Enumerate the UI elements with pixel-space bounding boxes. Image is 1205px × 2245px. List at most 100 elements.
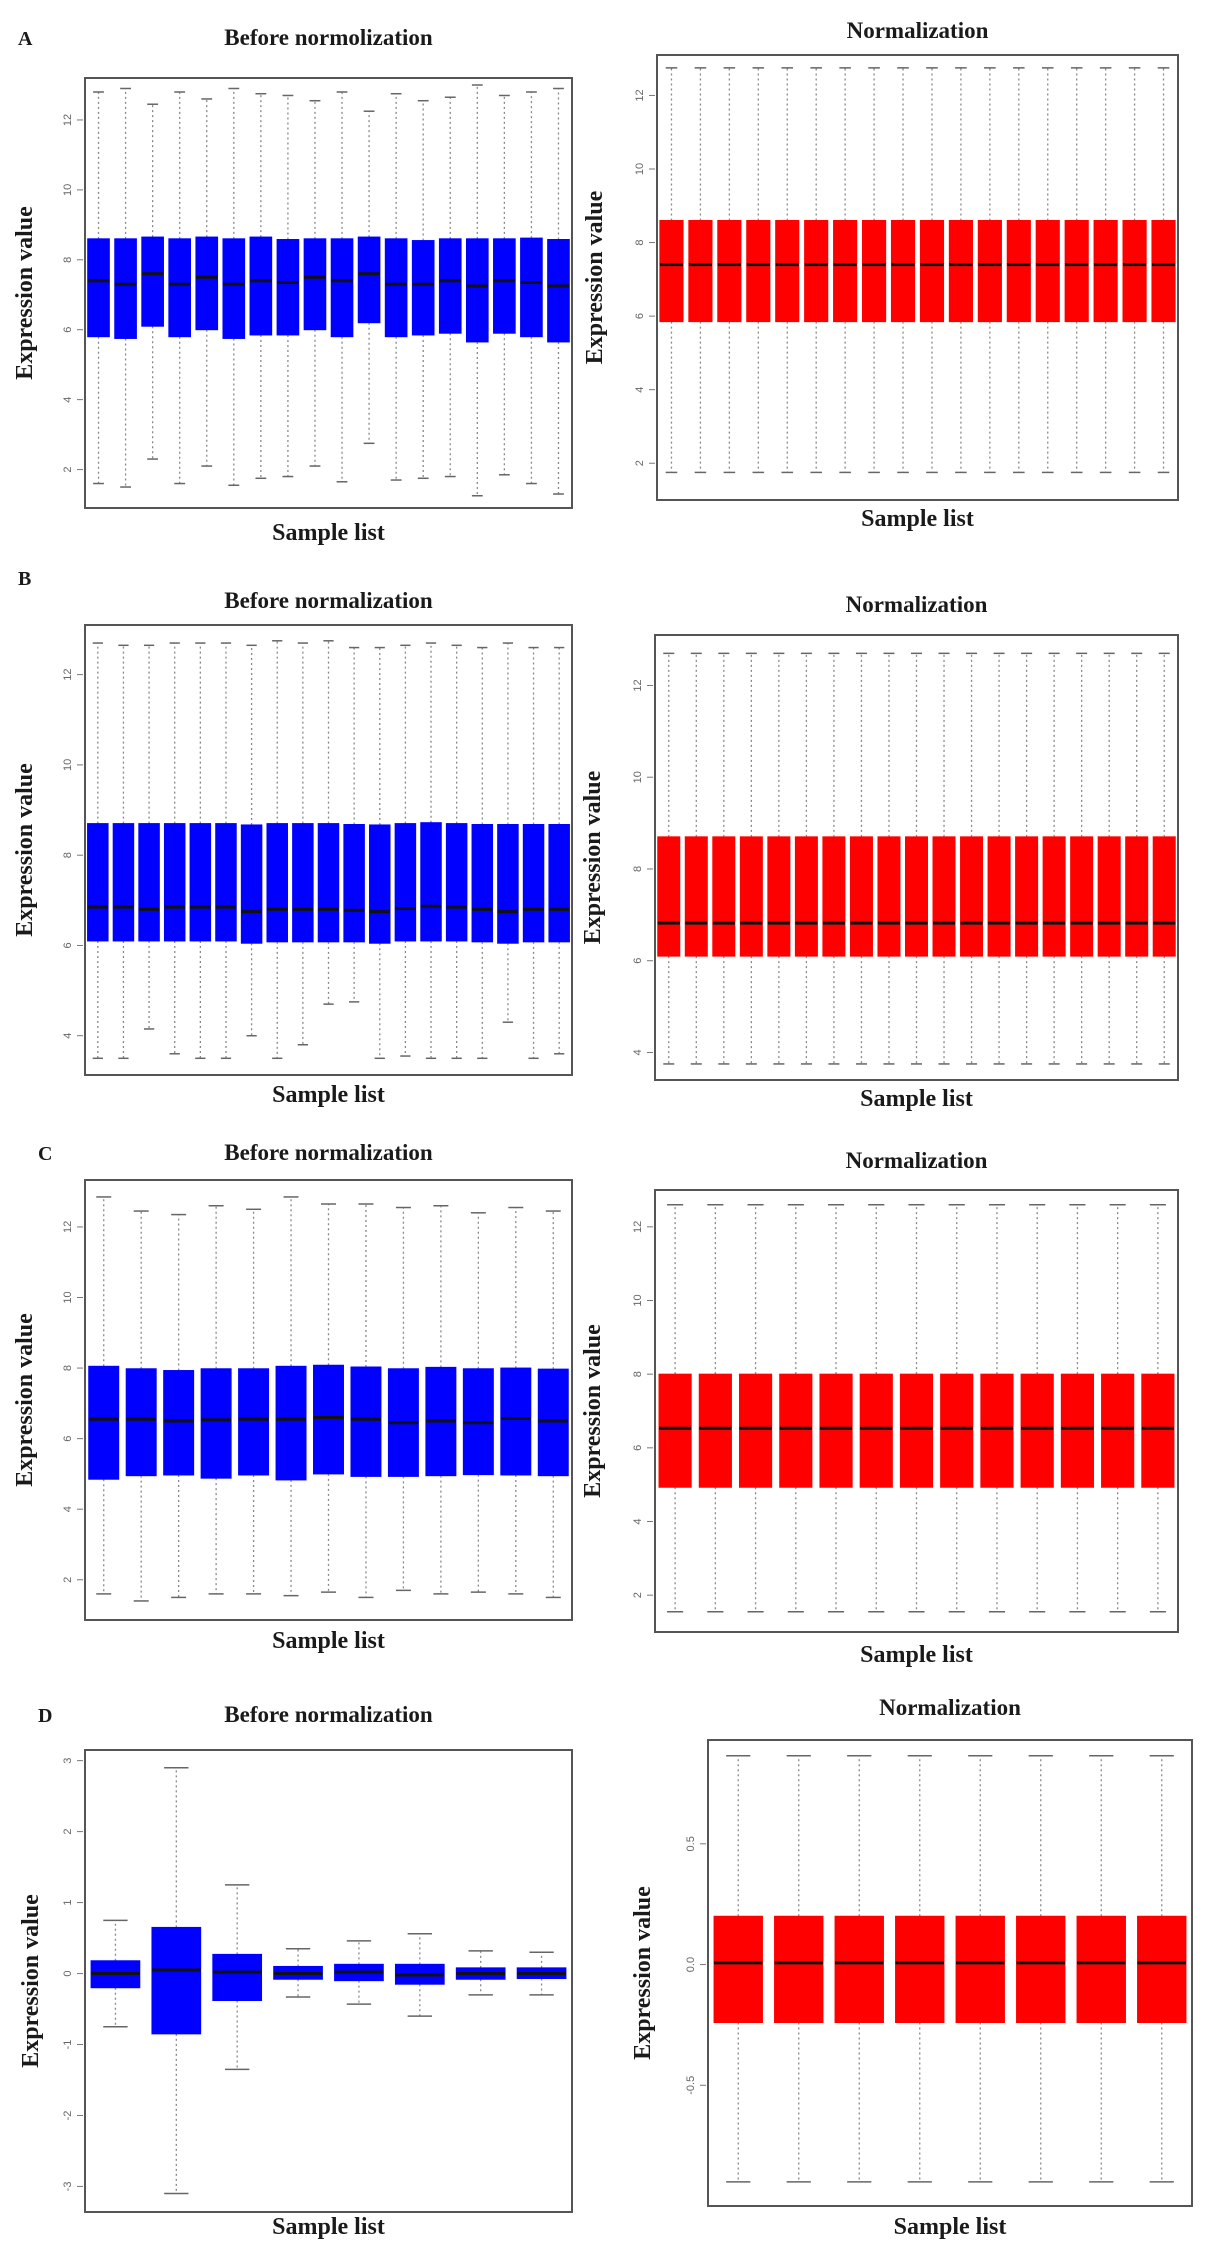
y-tick-label: 2 <box>62 1577 74 1583</box>
iqr-box <box>890 219 916 323</box>
box-plot-mark <box>465 84 489 497</box>
iqr-box <box>712 836 736 957</box>
iqr-box <box>948 219 973 323</box>
iqr-box <box>189 823 212 942</box>
iqr-box <box>833 219 858 323</box>
box-plot-mark <box>394 1933 445 2017</box>
box-plot-mark <box>548 646 570 1055</box>
box-plot-mark <box>1122 67 1147 474</box>
box-plot-mark <box>794 652 818 1065</box>
chart-title: Normalization <box>846 1148 988 1173</box>
box-plot-mark <box>350 1203 382 1599</box>
y-tick-label: 10 <box>632 1294 644 1306</box>
box-plot-mark <box>712 652 736 1065</box>
y-axis-label: Expression value <box>12 206 38 380</box>
box-plot-mark <box>357 110 381 445</box>
box-plot-mark <box>334 1940 384 2005</box>
iqr-box <box>87 823 109 942</box>
box-plot-mark <box>384 92 408 481</box>
iqr-box <box>394 823 417 942</box>
iqr-box <box>313 1364 344 1475</box>
iqr-box <box>659 219 684 323</box>
y-tick-label: 4 <box>62 1506 74 1512</box>
y-tick-label: 12 <box>634 89 646 101</box>
box-plot-mark <box>977 67 1002 474</box>
iqr-box <box>240 824 263 944</box>
iqr-box <box>1122 219 1147 323</box>
box-plot-mark <box>890 67 916 474</box>
y-tick-label: 6 <box>632 1445 644 1451</box>
iqr-box <box>658 1373 692 1488</box>
box-plot-mark <box>1137 1754 1187 2183</box>
box-plot-mark <box>425 1205 457 1595</box>
box-plot-mark <box>303 99 327 467</box>
box-plot-mark <box>779 1203 813 1613</box>
x-axis-label: Sample list <box>860 1086 973 1112</box>
box-plot-mark <box>919 67 945 474</box>
box-plot-mark <box>249 92 273 480</box>
y-tick-label: 10 <box>62 184 74 196</box>
iqr-box <box>493 238 516 334</box>
iqr-box <box>819 1373 853 1488</box>
box-plot-mark <box>877 652 901 1065</box>
iqr-box <box>1020 1373 1054 1488</box>
iqr-box <box>684 836 708 957</box>
box-plot-mark <box>90 1919 141 2028</box>
iqr-box <box>713 1915 763 2023</box>
iqr-box <box>222 238 246 339</box>
plot-frame <box>654 1189 1179 1633</box>
iqr-box <box>1042 836 1066 957</box>
y-axis-label: Expression value <box>580 1324 606 1498</box>
iqr-box <box>215 823 237 942</box>
plot-frame <box>707 1739 1193 2207</box>
box-plot-mark <box>292 642 314 1046</box>
iqr-box <box>980 1373 1014 1488</box>
iqr-box <box>904 836 929 957</box>
y-axis-label: Expression value <box>630 1886 656 2060</box>
iqr-box <box>1137 1915 1187 2023</box>
y-tick-label: 6 <box>62 327 74 333</box>
iqr-box <box>548 823 570 943</box>
box-plot-mark <box>1101 1203 1135 1613</box>
chart-panel: B Before normalization Sample list Expressi… <box>12 568 573 1108</box>
iqr-box <box>1093 219 1118 323</box>
iqr-box <box>317 823 340 943</box>
box-plot-mark <box>659 67 684 474</box>
x-axis-label: Sample list <box>272 1082 385 1108</box>
box-plot-mark <box>438 96 462 478</box>
plot-frame <box>654 634 1179 1081</box>
box-plot-mark <box>804 67 829 474</box>
y-tick-label: 12 <box>632 1221 644 1233</box>
y-axis-label: Expression value <box>18 1894 44 2068</box>
iqr-box <box>420 822 442 942</box>
box-plot-mark <box>222 87 246 487</box>
box-plot-mark <box>1097 652 1121 1065</box>
iqr-box <box>114 238 137 339</box>
iqr-box <box>1152 836 1176 957</box>
box-plot-mark <box>317 640 340 1005</box>
box-plot-mark <box>212 1884 263 2071</box>
iqr-box <box>138 823 160 942</box>
chart-panel: Normalization Sample list Expression value… <box>580 592 1179 1112</box>
box-plot-mark <box>1042 652 1066 1065</box>
iqr-box <box>804 219 829 323</box>
iqr-box <box>1125 836 1149 957</box>
iqr-box <box>862 219 887 323</box>
iqr-box <box>1064 219 1089 323</box>
y-tick-label: 2 <box>62 466 74 472</box>
chart-title: Normalization <box>879 1695 1021 1720</box>
iqr-box <box>960 836 984 957</box>
box-plot-mark <box>774 1754 824 2183</box>
box-plot-mark <box>240 644 263 1037</box>
box-plot-mark <box>462 1212 494 1593</box>
iqr-box <box>1035 219 1060 323</box>
box-plot-mark <box>387 1206 419 1592</box>
box-plot-mark <box>1015 652 1039 1065</box>
iqr-box <box>357 236 381 324</box>
y-tick-label: -3 <box>62 2182 74 2192</box>
box-plot-mark <box>516 1951 567 1996</box>
iqr-box <box>688 219 713 323</box>
box-plot-mark <box>522 646 545 1060</box>
box-plot-mark <box>746 67 771 474</box>
box-plot-mark <box>445 644 468 1060</box>
